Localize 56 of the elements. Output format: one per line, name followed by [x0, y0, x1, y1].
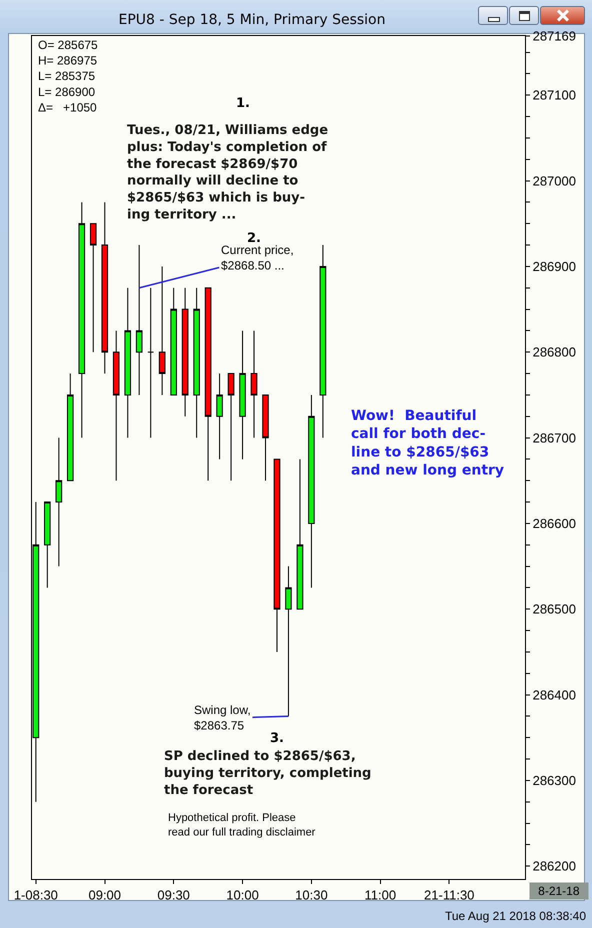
candlestick [147, 287, 154, 438]
candlestick [78, 202, 86, 438]
candlestick [112, 330, 120, 482]
candlestick [158, 266, 166, 396]
y-tick-label: 286400 [532, 687, 576, 702]
x-tick-label: 10:30 [295, 888, 328, 903]
y-tick-label: 286500 [532, 602, 576, 617]
candlestick [101, 202, 108, 374]
y-tick-label: 286300 [532, 773, 576, 788]
candlestick [204, 287, 212, 482]
annotation: SP declined to $2865/$63, buying territory, completing the forecast [164, 749, 372, 798]
candlestick [136, 244, 143, 396]
y-tick-label: 286900 [532, 259, 576, 274]
y-tick-label: 287169 [532, 28, 576, 44]
candlestick [216, 373, 223, 460]
candlestick [56, 437, 62, 567]
text: Tue Aug 21 2018 08:38:40 [445, 909, 586, 923]
candlestick [274, 458, 280, 652]
y-tick-label: 287000 [532, 173, 576, 188]
candlestick [44, 502, 51, 588]
x-tick-label: 09:30 [157, 888, 190, 903]
annotation: O= 285675 H= 286975 L= 285375 L= 286900 Δ= +1050 [38, 38, 98, 114]
candlestick [182, 287, 188, 417]
x-tick-label: 10:00 [226, 888, 259, 903]
y-tick-label: 286700 [532, 430, 576, 446]
x-tick-label: 21-11:30 [424, 888, 474, 903]
candlestick [285, 566, 292, 717]
candlestick [193, 287, 200, 438]
candlestick [320, 244, 326, 438]
annotation: Wow! Beautiful call for both dec- line to $2865/$63 and new long entry [351, 408, 504, 479]
candlestick [239, 330, 246, 460]
annotation: 1. [236, 96, 250, 111]
annotation: Current price, $2868.50 ... [221, 243, 294, 273]
y-tick-label: 287100 [532, 88, 576, 103]
annotation: Hypothetical profit. Please read our full trading disclaimer [168, 812, 316, 838]
annotation: 2. [247, 231, 261, 246]
annotation: 3. [270, 731, 284, 746]
candlestick [262, 394, 269, 482]
candlestick [124, 287, 132, 438]
candlestick [90, 223, 97, 353]
x-tick-label: 09:00 [88, 888, 122, 903]
y-tick-label: 286600 [532, 516, 576, 532]
annotation: Swing low, $2863.75 [194, 703, 251, 733]
candlestick [228, 373, 234, 482]
candlestick [66, 373, 74, 482]
candlestick [250, 330, 258, 438]
x-tick-label: 11:00 [364, 888, 396, 903]
x-tick-label: 1-08:30 [14, 888, 58, 903]
candlestick [308, 394, 315, 588]
candlestick [170, 287, 177, 396]
y-tick-label: 286800 [532, 344, 576, 360]
text: 8-21-18 [538, 884, 580, 898]
candlestick [296, 458, 304, 610]
y-tick-label: 286200 [532, 858, 576, 874]
annotation: Tues., 08/21, Williams edge plus: Today's completion of the forecast $2869/$70 normally will decline to $2865/$63 which is buy- ing territory ... [127, 123, 328, 222]
chart-title: EPU8 - Sep 18, 5 Min, Primary Session [118, 12, 386, 28]
